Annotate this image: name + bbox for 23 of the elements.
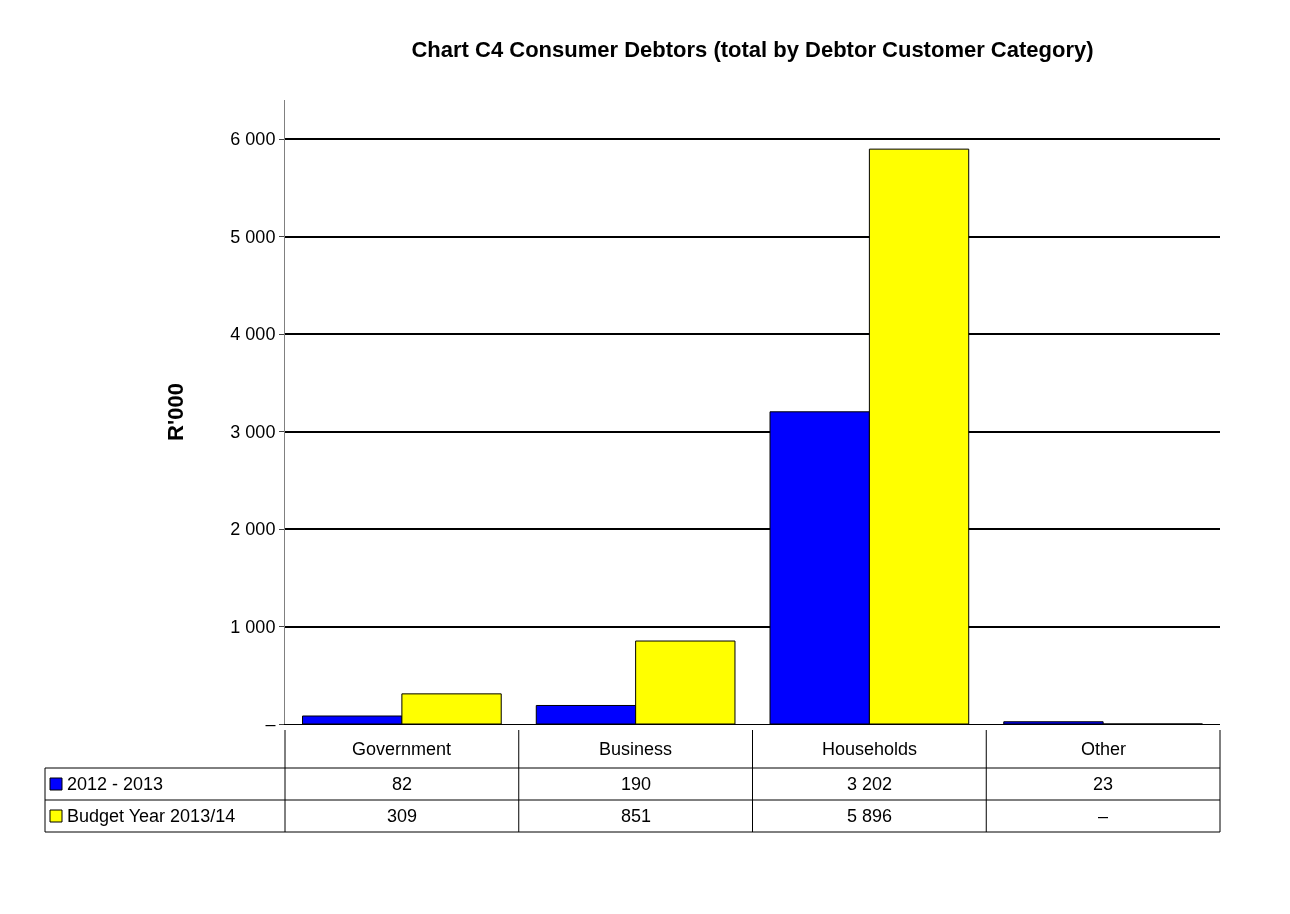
data-label: – (1098, 806, 1109, 826)
data-label: 190 (621, 774, 652, 794)
y-tick-label: 2 000 (230, 519, 276, 540)
y-tick-label: 3 000 (230, 421, 276, 442)
data-label: 3 202 (847, 774, 893, 794)
data-label: 23 (1093, 774, 1114, 794)
data-label: 851 (621, 806, 652, 826)
y-tick-label: 5 000 (230, 226, 276, 247)
y-axis-title: R'000 (163, 383, 189, 441)
x-tick-label: Households (822, 739, 918, 759)
x-tick-label: Government (352, 739, 452, 759)
legend-label: 2012 - 2013 (67, 774, 164, 794)
chart-title: Chart C4 Consumer Debtors (total by Debtor Customer Category) (411, 36, 1094, 62)
legend-label: Budget Year 2013/14 (67, 806, 236, 826)
y-tick-label: 1 000 (230, 616, 276, 637)
y-tick-label: 6 000 (230, 129, 276, 150)
y-tick-label: 4 000 (230, 324, 276, 345)
x-tick-label: Business (599, 739, 673, 759)
y-tick-label: – (265, 714, 276, 735)
data-label: 5 896 (847, 806, 893, 826)
data-label: 309 (387, 806, 418, 826)
data-label: 82 (392, 774, 413, 794)
x-tick-label: Other (1081, 739, 1127, 759)
